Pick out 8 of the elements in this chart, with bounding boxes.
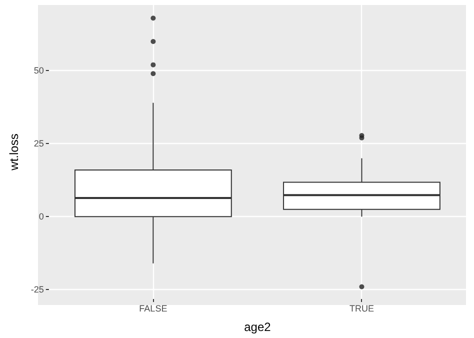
- x-tick-label: TRUE: [349, 304, 374, 314]
- x-tick-label: FALSE: [139, 304, 168, 314]
- x-axis-title: age2: [244, 320, 272, 334]
- y-tick-label: -25: [30, 284, 44, 295]
- y-axis-title: wt.loss: [7, 134, 21, 172]
- y-tick-label: 0: [38, 212, 44, 222]
- y-tick-label: 25: [34, 138, 44, 149]
- y-tick-label: 50: [34, 66, 44, 76]
